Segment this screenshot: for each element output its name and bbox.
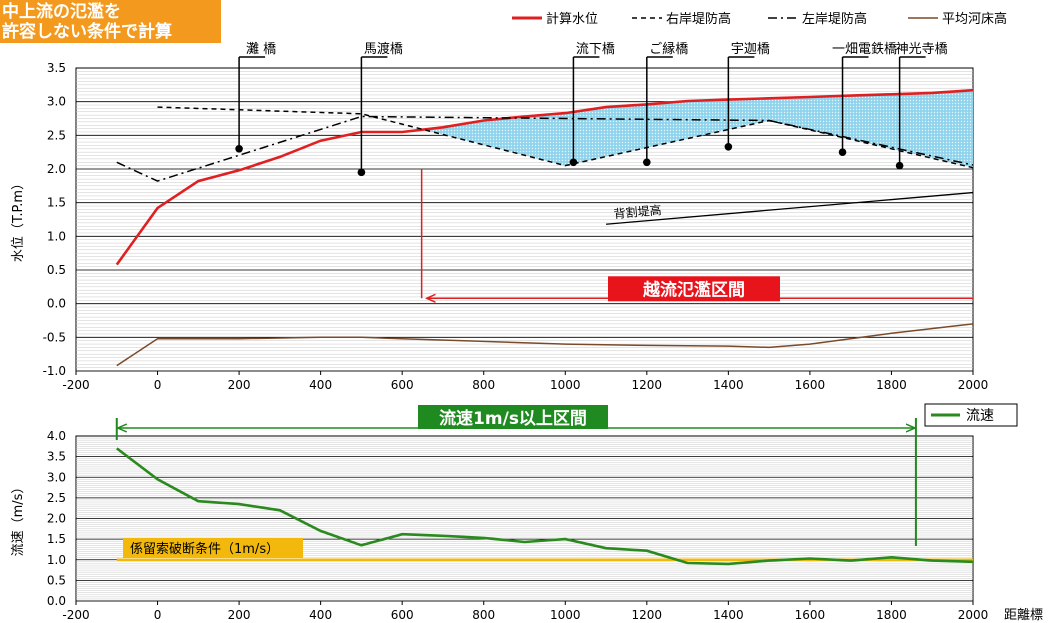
bridge-label: 流下橋 [576, 42, 615, 57]
velocity-xtick-label: 400 [309, 608, 332, 622]
level-xtick-label: 200 [228, 378, 251, 392]
velocity-ytick-label: 4.0 [47, 429, 66, 443]
chart-title-line-2: 許容しない条件で計算 [2, 22, 172, 42]
level-ytick-label: 1.0 [47, 229, 66, 243]
level-xtick-label: 800 [472, 378, 495, 392]
bridge-label: ご縁橋 [649, 41, 688, 57]
bridge-marker [895, 161, 904, 170]
velocity-xtick-label: 200 [228, 608, 251, 622]
legend-label-1: 計算水位 [546, 11, 598, 27]
bridge-marker [235, 145, 243, 153]
velocity-legend-box [924, 403, 1018, 427]
legend-label-3: 左岸堤防高 [802, 11, 867, 27]
series-line-1 [115, 88, 974, 266]
level-xtick-label: 1600 [795, 378, 826, 392]
level-xtick-label: 0 [154, 378, 162, 392]
velocity-ytick-label: 1.5 [47, 532, 66, 546]
back-levee-line [605, 191, 974, 225]
velocity-series-line [116, 447, 974, 566]
velocity-ytick-label: 0.0 [47, 594, 66, 608]
velocity-xtick-label: 800 [472, 608, 495, 622]
level-ytick-label: 1.5 [47, 196, 66, 210]
velocity-ylabel: 流速（m/s） [11, 481, 26, 557]
inundation-area [426, 90, 974, 168]
level-xtick-label: 2000 [958, 378, 989, 392]
level-ytick-label: 3.0 [47, 95, 66, 109]
velocity-xtick-label: 1400 [713, 608, 744, 622]
level-xtick-label: -200 [62, 378, 89, 392]
level-xtick-label: 1800 [876, 378, 907, 392]
bridge-label: 神光寺橋 [896, 42, 948, 57]
level-xtick-label: 1000 [550, 378, 581, 392]
section-label-box [418, 405, 608, 429]
bridge-label: 宇迦橋 [731, 42, 770, 57]
velocity-ytick-label: 3.0 [47, 470, 66, 484]
series-line-4 [116, 323, 974, 367]
velocity-legend-label: 流速 [966, 408, 994, 424]
bridge-label: 馬渡橋 [364, 41, 403, 57]
velocity-xtick-label: 1600 [795, 608, 826, 622]
bridge-marker [724, 142, 733, 151]
velocity-xtick-label: 1000 [550, 608, 581, 622]
chart-title-line-1: 中上流の氾濫を [2, 2, 121, 22]
level-ytick-label: -1.0 [43, 364, 66, 378]
threshold-label: 係留索破断条件（1m/s） [130, 541, 279, 557]
velocity-xtick-label: 2000 [958, 608, 989, 622]
level-xtick-label: 400 [309, 378, 332, 392]
legend-label-4: 平均河床高 [942, 11, 1007, 27]
level-xtick-label: 600 [391, 378, 414, 392]
velocity-xlabel: 距離標 [1004, 608, 1043, 623]
velocity-ytick-label: 2.0 [47, 512, 66, 526]
level-ytick-label: -0.5 [43, 330, 66, 344]
velocity-xtick-label: 600 [391, 608, 414, 622]
threshold-label-box [123, 538, 303, 558]
overflow-label-box [608, 276, 780, 302]
velocity-ytick-label: 3.5 [47, 450, 66, 464]
level-ytick-label: 0.5 [47, 263, 66, 277]
velocity-ytick-label: 2.5 [47, 491, 66, 505]
bridge-marker [838, 148, 847, 156]
level-ylabel: 水位（T.P.m） [11, 177, 26, 262]
level-xtick-label: 1200 [632, 378, 663, 392]
velocity-xtick-label: 1800 [876, 608, 907, 622]
series-line-2 [157, 106, 974, 169]
bridge-marker [643, 158, 651, 167]
bridge-marker [357, 168, 366, 177]
chart-title-box: 中上流の氾濫を 許容しない条件で計算 [0, 0, 221, 43]
bridge-label: 一畑電鉄橋 [832, 42, 897, 57]
level-ytick-label: 2.0 [47, 162, 66, 176]
level-ytick-label: 3.5 [47, 61, 66, 75]
bridge-label: 灘 橋 [246, 42, 276, 57]
overflow-label: 越流氾濫区間 [642, 279, 745, 300]
level-ytick-label: 0.0 [47, 297, 66, 311]
section-label: 流速1m/s以上区間 [439, 408, 587, 429]
velocity-xtick-label: 1200 [632, 608, 663, 622]
back-levee-label: 背割堤高 [613, 202, 662, 221]
level-ytick-label: 2.5 [47, 128, 66, 142]
velocity-xtick-label: 0 [154, 608, 162, 622]
level-xtick-label: 1400 [713, 378, 744, 392]
velocity-xtick-label: -200 [62, 608, 89, 622]
velocity-ytick-label: 1.0 [47, 553, 66, 567]
velocity-ytick-label: 0.5 [47, 573, 66, 587]
legend-label-2: 右岸堤防高 [666, 11, 731, 27]
bridge-marker [569, 158, 578, 167]
